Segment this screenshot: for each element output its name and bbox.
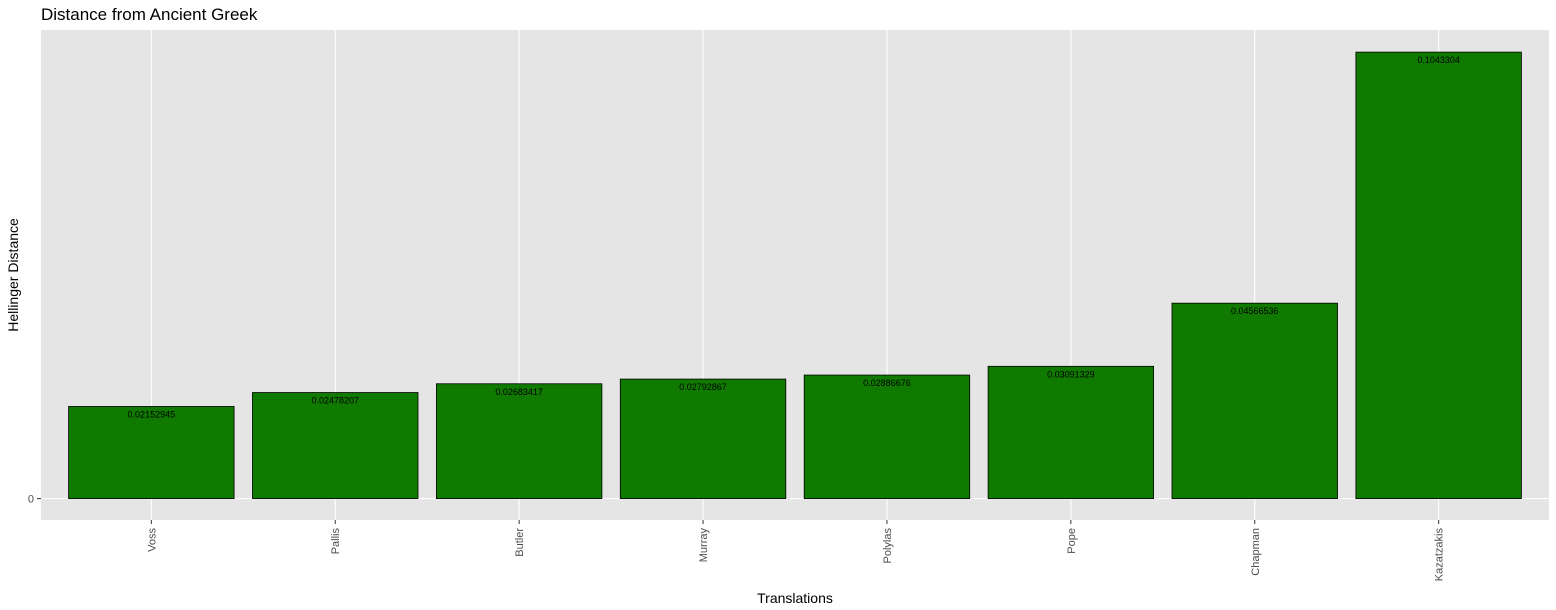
data-label: 0.02478207 <box>311 396 359 406</box>
bar-polylas <box>803 374 971 500</box>
y-axis: 0 <box>28 494 41 506</box>
x-tick-label: Chapman <box>1250 528 1262 576</box>
data-label: 0.02683417 <box>495 387 543 397</box>
x-tick-label: Pope <box>1066 528 1078 554</box>
bar-kazatzakis <box>1355 51 1522 500</box>
x-tick-label: Pallis <box>330 528 342 555</box>
x-axis-title: Translations <box>757 590 833 606</box>
data-label: 0.02152945 <box>128 409 176 419</box>
bar-voss <box>68 406 235 500</box>
chart-title: Distance from Ancient Greek <box>41 5 258 24</box>
bar-chapman <box>1171 302 1338 500</box>
data-labels: 0.02152945 0.02478207 0.02683417 0.02792867… <box>128 55 1460 419</box>
x-tick-label: Kazatzakis <box>1434 528 1446 582</box>
bar-butler <box>435 383 603 500</box>
x-tick-label: Murray <box>698 528 710 563</box>
x-tick-label: Polylas <box>882 528 894 564</box>
bar-pallis <box>252 392 419 500</box>
data-label: 0.1043304 <box>1417 55 1460 65</box>
y-axis-title: Hellinger Distance <box>5 218 21 332</box>
bars <box>68 51 1522 500</box>
data-label: 0.02792867 <box>679 382 727 392</box>
data-label: 0.02886676 <box>863 378 911 388</box>
bar-pope <box>987 365 1155 500</box>
data-label: 0.03091329 <box>1047 369 1095 379</box>
x-axis: Voss Pallis Butler Murray Polylas Pope Chapman… <box>146 520 1446 582</box>
x-tick-label: Voss <box>146 528 158 552</box>
x-tick-label: Butler <box>514 528 526 557</box>
data-label: 0.04566536 <box>1231 306 1279 316</box>
bar-murray <box>619 378 787 500</box>
y-tick-label: 0 <box>28 494 34 506</box>
